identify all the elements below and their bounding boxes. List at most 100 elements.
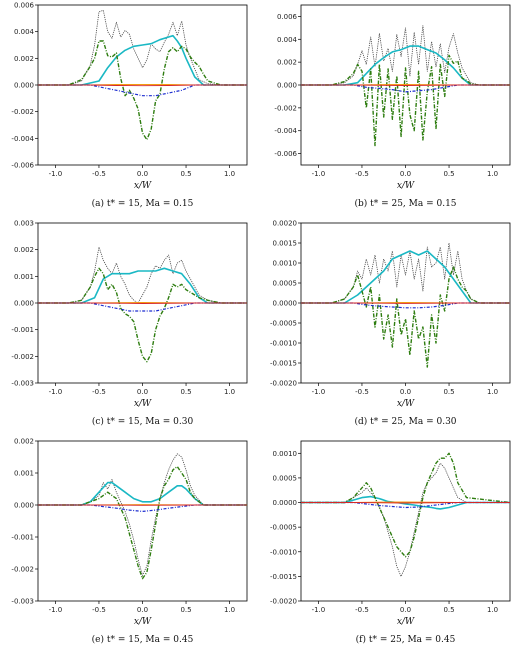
x-tick-label: -1.0 <box>49 388 63 396</box>
x-tick-label: 1.0 <box>224 388 235 396</box>
series-group <box>301 25 510 147</box>
y-tick-label: -0.0005 <box>270 524 297 532</box>
y-tick-label: -0.004 <box>11 135 34 143</box>
y-tick-label: 0.0010 <box>273 260 298 268</box>
y-tick-label: 0.0005 <box>273 280 298 288</box>
x-axis-label: x/W <box>134 181 152 191</box>
x-tick-label: 0.5 <box>443 388 454 396</box>
x-tick-label: 0.5 <box>180 606 191 614</box>
series-line-red-solid <box>301 502 510 504</box>
series-group <box>38 453 247 580</box>
y-tick-label: 0.0010 <box>273 450 298 458</box>
y-tick-label: 0.002 <box>14 55 34 63</box>
series-group <box>301 452 510 577</box>
x-tick-label: 1.0 <box>224 170 235 178</box>
y-tick-label: -0.0015 <box>270 573 297 581</box>
x-tick-label: -1.0 <box>312 606 326 614</box>
x-tick-label: -0.5 <box>355 170 369 178</box>
y-tick-label: -0.006 <box>274 150 297 158</box>
y-tick-label: 0.000 <box>14 300 34 308</box>
y-tick-label: -0.001 <box>11 534 34 542</box>
x-axis-label: x/W <box>397 181 415 191</box>
x-tick-label: 0.0 <box>137 170 148 178</box>
x-tick-label: -0.5 <box>92 388 106 396</box>
x-tick-label: 1.0 <box>487 606 498 614</box>
series-group <box>301 242 510 368</box>
series-line-green-dashdot <box>38 40 247 141</box>
x-tick-label: -1.0 <box>312 170 326 178</box>
y-tick-label: -0.004 <box>274 127 297 135</box>
series-line-black-dotted <box>301 462 510 577</box>
y-tick-label: -0.006 <box>11 162 34 170</box>
y-tick-label: 0.0005 <box>273 474 298 482</box>
plot-frame <box>300 440 511 602</box>
x-tick-label: 0.0 <box>137 388 148 396</box>
x-tick-label: -1.0 <box>49 170 63 178</box>
series-line-green-dashdot <box>301 54 510 147</box>
y-tick-label: 0.002 <box>14 246 34 254</box>
panel-caption: (a) t* = 15, Ma = 0.15 <box>92 198 194 209</box>
series-line-cyan-solid <box>301 250 510 304</box>
y-tick-label: 0.006 <box>14 2 35 10</box>
x-tick-label: 0.0 <box>137 606 148 614</box>
series-line-black-dotted <box>38 453 247 576</box>
x-tick-label: -0.5 <box>355 388 369 396</box>
y-tick-label: -0.0010 <box>270 340 297 348</box>
series-line-blue-dashdot <box>38 84 247 97</box>
panel-caption: (d) t* = 25, Ma = 0.30 <box>354 416 456 427</box>
y-tick-label: -0.0015 <box>270 360 297 368</box>
x-axis-label: x/W <box>397 617 415 627</box>
x-tick-label: -1.0 <box>312 388 326 396</box>
series-line-green-dashdot <box>38 267 247 363</box>
x-tick-label: 0.5 <box>180 170 191 178</box>
series-line-red-solid <box>301 84 510 86</box>
series-line-cyan-solid <box>301 495 510 510</box>
x-tick-label: -0.5 <box>92 170 106 178</box>
y-tick-label: -0.0005 <box>270 320 297 328</box>
series-line-green-dashdot <box>301 452 510 558</box>
y-tick-label: -0.0020 <box>270 598 297 606</box>
y-tick-label: -0.0010 <box>270 548 297 556</box>
y-tick-label: -0.002 <box>274 104 297 112</box>
y-tick-label: 0.000 <box>14 82 34 90</box>
x-axis-label: x/W <box>134 399 152 409</box>
panel-caption: (c) t* = 15, Ma = 0.30 <box>92 416 194 427</box>
series-group <box>38 246 247 363</box>
series-line-green-dashdot <box>38 465 247 580</box>
x-tick-label: 0.5 <box>443 170 454 178</box>
y-tick-label: 0.000 <box>277 82 297 90</box>
chart-panel: -1.0 -0.5 0.0 0.5 1.0 -0.0020 -0.0015 -0.0010 -0… <box>270 220 511 427</box>
series-group <box>38 9 247 141</box>
y-tick-label: 0.0000 <box>273 300 298 308</box>
chart-panel: -1.0 -0.5 0.0 0.5 1.0 -0.006 -0.004 -0.002 0.000… <box>274 4 511 209</box>
x-tick-label: 0.0 <box>400 388 411 396</box>
series-line-blue-dashdot <box>301 501 510 509</box>
series-line-cyan-solid <box>38 34 247 86</box>
chart-panel: -1.0 -0.5 0.0 0.5 1.0 -0.003 -0.002 -0.001 0.000… <box>11 220 248 427</box>
series-line-black-dotted <box>301 242 510 304</box>
series-line-black-dotted <box>38 9 247 86</box>
y-tick-label: 0.003 <box>14 220 34 228</box>
y-tick-label: 0.0015 <box>273 240 298 248</box>
y-tick-label: 0.002 <box>277 59 297 67</box>
y-tick-label: -0.003 <box>11 598 34 606</box>
y-tick-label: 0.0000 <box>273 499 298 507</box>
y-tick-label: -0.002 <box>11 566 34 574</box>
series-line-blue-dashdot <box>38 302 247 312</box>
series-line-green-dashdot <box>301 266 510 368</box>
series-line-blue-dashdot <box>301 302 510 309</box>
y-tick-label: -0.002 <box>11 353 34 361</box>
x-tick-label: -1.0 <box>49 606 63 614</box>
x-tick-label: 1.0 <box>224 606 235 614</box>
plot-frame <box>37 440 248 602</box>
y-tick-label: 0.004 <box>14 28 35 36</box>
x-tick-label: 0.5 <box>180 388 191 396</box>
y-tick-label: -0.002 <box>11 108 34 116</box>
chart-panel: -1.0 -0.5 0.0 0.5 1.0 -0.0020 -0.0015 -0.0010 -0… <box>270 440 511 645</box>
y-tick-label: 0.002 <box>14 438 34 446</box>
panel-caption: (e) t* = 15, Ma = 0.45 <box>92 634 194 645</box>
series-line-black-dotted <box>301 25 510 86</box>
series-line-red-solid <box>38 302 247 304</box>
y-tick-label: 0.004 <box>277 36 298 44</box>
